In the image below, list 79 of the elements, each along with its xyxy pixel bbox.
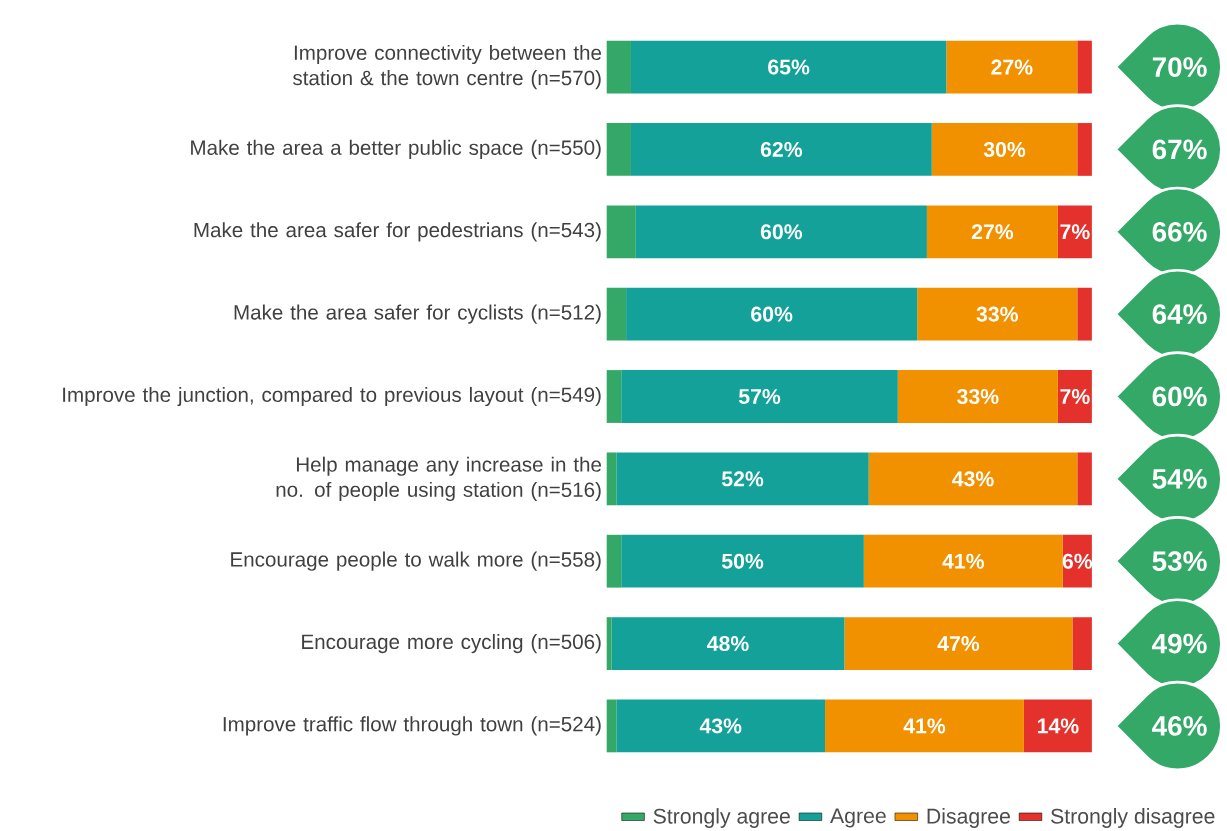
text: 64%: [1152, 304, 1207, 325]
data-label: 7%: [1060, 224, 1090, 240]
bar: [606, 123, 631, 176]
y-tick-label: Make the area safer for pedestrians (n=543): [194, 222, 601, 242]
bar: [1057, 370, 1092, 423]
y-tick-label: Encourage more cycling (n=506): [302, 634, 601, 654]
data-label: 43%: [699, 718, 742, 734]
bar: [1077, 287, 1092, 341]
y-tick-label: Make the area a better public space (n=550): [191, 139, 601, 160]
bar: [606, 452, 617, 506]
bar: [630, 40, 947, 94]
bar: [621, 370, 898, 423]
bar: [606, 534, 622, 588]
bar: [626, 287, 918, 341]
y-tick-label: Help manage any increase in the no. of people using station (n=516): [276, 456, 602, 502]
data-label: 41%: [942, 553, 985, 569]
bar: [1072, 617, 1092, 671]
data-label: 65%: [768, 59, 810, 75]
bar: [917, 287, 1078, 341]
text: 53%: [1152, 551, 1207, 572]
data-label: 30%: [983, 141, 1026, 158]
data-label: 52%: [721, 471, 764, 487]
data-label: 27%: [991, 59, 1033, 75]
bar: [946, 40, 1078, 94]
data-label: 48%: [707, 636, 749, 652]
bar: [616, 699, 826, 753]
data-label: 33%: [976, 306, 1018, 322]
bar: [621, 534, 864, 588]
data-label: 33%: [957, 389, 999, 405]
y-tick-label: Encourage people to walk more (n=558): [231, 551, 601, 571]
y-tick-label: Make the area safer for cyclists (n=512): [234, 304, 601, 324]
bar: [606, 699, 617, 753]
text: 49%: [1152, 633, 1207, 654]
data-label: 62%: [760, 141, 803, 158]
text: 70%: [1152, 57, 1207, 77]
bar: [616, 452, 869, 506]
bar: [931, 123, 1078, 176]
text: 66%: [1152, 222, 1207, 242]
bar: [868, 452, 1078, 506]
data-label: 57%: [738, 389, 781, 405]
bar: [630, 123, 932, 176]
data-label: 7%: [1060, 389, 1090, 405]
bar: [1077, 452, 1092, 506]
y-tick-label: Improve traffic flow through town (n=524): [223, 716, 601, 736]
bar: [606, 205, 636, 259]
bar: [897, 370, 1058, 423]
bar: [635, 205, 927, 259]
data-label: 41%: [903, 718, 946, 734]
legend-label: Agree: [830, 808, 886, 828]
y-tick-label: Improve connectivity between the station & the town centre (n=570): [293, 44, 602, 90]
legend-label: Strongly agree: [653, 808, 790, 828]
y-tick-label: Improve the junction, compared to previous layout (n=549): [63, 386, 601, 407]
bar: [1077, 123, 1092, 176]
text: 60%: [1152, 386, 1207, 407]
bar: [1057, 205, 1092, 259]
bar: [1077, 40, 1092, 94]
data-label: 60%: [760, 224, 803, 240]
text: 67%: [1152, 139, 1207, 160]
bar: [606, 287, 627, 341]
data-label: 43%: [952, 471, 994, 487]
legend-label: Disagree: [927, 808, 1010, 828]
bar: [844, 617, 1073, 671]
text: 46%: [1152, 716, 1207, 736]
data-label: 14%: [1037, 718, 1079, 734]
bar: [825, 699, 1024, 753]
data-label: 50%: [721, 553, 764, 569]
data-label: 6%: [1062, 553, 1093, 569]
data-label: 47%: [937, 636, 980, 652]
bar: [606, 40, 631, 94]
data-label: 27%: [971, 224, 1014, 240]
bar: [863, 534, 1063, 588]
bar: [926, 205, 1058, 259]
bar: [611, 617, 845, 671]
bar: [1023, 699, 1092, 753]
bar: [606, 617, 612, 671]
legend-label: Strongly disagree: [1051, 808, 1215, 828]
bar: [606, 370, 622, 423]
text: 54%: [1152, 469, 1207, 489]
data-label: 60%: [751, 306, 793, 322]
